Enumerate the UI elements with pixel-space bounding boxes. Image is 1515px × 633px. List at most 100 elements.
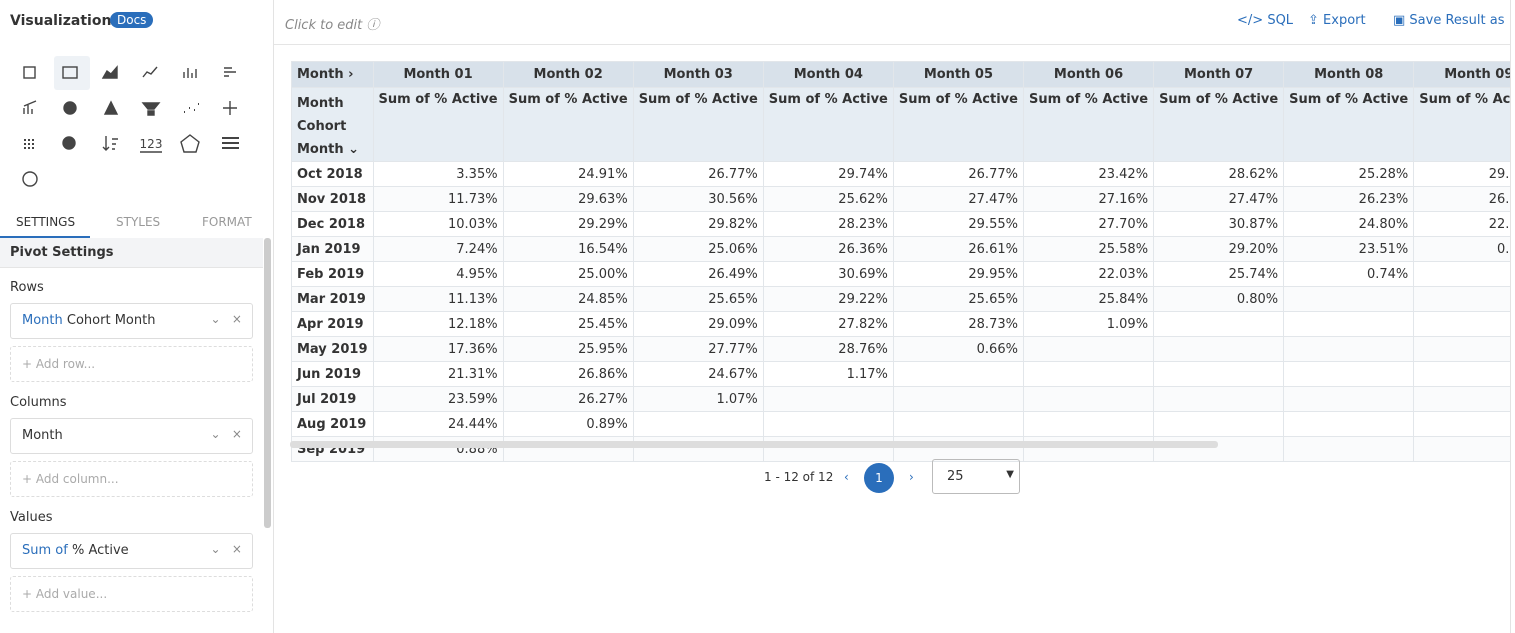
icon-bar[interactable] (183, 68, 197, 78)
icon-bullet[interactable] (222, 137, 239, 149)
export-button[interactable]: ⇪ Export (1308, 13, 1366, 28)
icon-combo[interactable] (23, 100, 37, 114)
value-cell: 29.20% (1153, 236, 1285, 262)
icon-bubble[interactable] (223, 101, 237, 115)
icon-scatter[interactable] (184, 103, 199, 113)
icon-sort[interactable] (102, 136, 118, 151)
prev-page[interactable]: ‹ (844, 470, 849, 484)
sql-label: SQL (1267, 13, 1294, 28)
column-header: Month 02 (502, 61, 634, 88)
value-cell: 25.58% (1022, 236, 1155, 262)
empty-cell (892, 361, 1024, 387)
value-cell: 26.77% (632, 161, 764, 187)
icon-radar[interactable] (180, 134, 200, 153)
data-row: Aug 2019 24.44% 0.89% (291, 411, 1510, 437)
value-cell: 29.37% (1413, 161, 1510, 187)
empty-cell (1413, 436, 1510, 462)
value-cell: 11.73% (372, 186, 504, 212)
value-cell: 24.80% (1283, 211, 1415, 237)
save-button[interactable]: ▣ Save Result as (1393, 13, 1505, 28)
value-cell: 29.63% (502, 186, 634, 212)
icon-area[interactable] (101, 65, 118, 79)
current-page[interactable]: 1 (864, 463, 894, 493)
value-cell: 0.26% (1413, 236, 1510, 262)
field-controls[interactable]: ⌄ × (210, 542, 242, 556)
edit-hint[interactable]: Click to edit ⓘ (285, 18, 380, 33)
sidebar-scrollbar[interactable] (264, 238, 271, 528)
page-size-select[interactable]: 25 ▼ (932, 459, 1020, 494)
data-row: Jul 2019 23.59% 26.27% 1.07% (291, 386, 1510, 412)
row-label: Apr 2019 (291, 311, 374, 337)
row-field[interactable]: Month Cohort Month ⌄ × (10, 303, 253, 339)
value-cell: 30.56% (632, 186, 764, 212)
sql-button[interactable]: </> SQL (1237, 13, 1294, 28)
value-cell: 28.23% (762, 211, 894, 237)
measure-header: Sum of % Active (1283, 87, 1415, 162)
value-cell: 29.09% (632, 311, 764, 337)
icon-gauge[interactable] (22, 171, 38, 187)
value-field[interactable]: Sum of % Active ⌄ × (10, 533, 253, 569)
empty-cell (1153, 336, 1285, 362)
tab-format[interactable]: FORMAT (202, 215, 252, 229)
icon-table[interactable] (23, 66, 36, 79)
value-cell: 0.66% (892, 336, 1024, 362)
tab-styles[interactable]: STYLES (116, 215, 161, 229)
value-cell: 12.18% (372, 311, 504, 337)
field-controls[interactable]: ⌄ × (210, 312, 242, 326)
value-cell: 24.67% (632, 361, 764, 387)
value-cell: 1.17% (762, 361, 894, 387)
docs-badge[interactable]: Docs (110, 12, 154, 28)
add-row[interactable]: + Add row... (10, 346, 253, 382)
value-cell: 27.16% (1022, 186, 1155, 212)
icon-line[interactable] (142, 66, 158, 78)
viz-icons[interactable]: 123 (14, 56, 254, 196)
empty-cell (1413, 261, 1510, 287)
value-cell: 26.23% (1413, 186, 1510, 212)
icon-heatmap[interactable] (24, 139, 34, 149)
value-cell: 25.84% (1022, 286, 1155, 312)
value-cell: 4.95% (372, 261, 504, 287)
table-scrollbar[interactable] (290, 441, 1218, 448)
add-value[interactable]: + Add value... (10, 576, 253, 612)
pivot-settings-header: Pivot Settings (0, 238, 263, 268)
value-cell: 23.51% (1283, 236, 1415, 262)
row-label: Sep 2019 (291, 436, 374, 462)
icon-pie[interactable] (63, 101, 77, 115)
value-cell: 0.74% (1283, 261, 1415, 287)
pivot-table: Month › Month 01 Month 02 Month 03 Month 04 M… (291, 61, 1510, 462)
sidebar: Visualizations Docs 123 SETTINGS STYLES … (0, 0, 274, 633)
data-row: Mar 2019 11.13% 24.85% 25.65% 29.22% 25.65% 25… (291, 286, 1510, 312)
tab-settings[interactable]: SETTINGS (16, 215, 76, 229)
value-cell: 30.87% (1153, 211, 1285, 237)
value-cell: 25.65% (892, 286, 1024, 312)
icon-pyramid[interactable] (103, 100, 119, 115)
measure-header: Sum of % Active (1413, 87, 1510, 162)
add-column[interactable]: + Add column... (10, 461, 253, 497)
value-cell: 24.44% (372, 411, 504, 437)
measure-header: Sum of % Active (762, 87, 894, 162)
value-cell: 30.69% (762, 261, 894, 287)
column-header: Month 06 (1022, 61, 1155, 88)
empty-cell (1022, 411, 1155, 437)
empty-cell (892, 386, 1024, 412)
row-label: Dec 2018 (291, 211, 374, 237)
value-cell: 25.00% (502, 261, 634, 287)
icon-pivot[interactable] (62, 66, 78, 79)
sidebar-title: Visualizations (10, 13, 120, 29)
field-controls[interactable]: ⌄ × (210, 427, 242, 441)
empty-cell (632, 436, 764, 462)
icon-map[interactable] (62, 136, 76, 150)
value-cell: 26.86% (502, 361, 634, 387)
value-cell: 27.70% (1022, 211, 1155, 237)
row-dimension-header[interactable]: Month Cohort Month ⌄ (291, 87, 374, 162)
icon-funnel[interactable] (141, 102, 161, 116)
column-field-name: Month (22, 428, 63, 443)
empty-cell (1413, 386, 1510, 412)
column-field[interactable]: Month ⌄ × (10, 418, 253, 454)
column-dimension-header[interactable]: Month › (291, 61, 374, 88)
row-field-name: Cohort Month (66, 313, 156, 328)
value-cell: 26.49% (632, 261, 764, 287)
value-cell: 29.74% (762, 161, 894, 187)
icon-hbar[interactable] (224, 67, 236, 77)
next-page[interactable]: › (909, 470, 914, 484)
